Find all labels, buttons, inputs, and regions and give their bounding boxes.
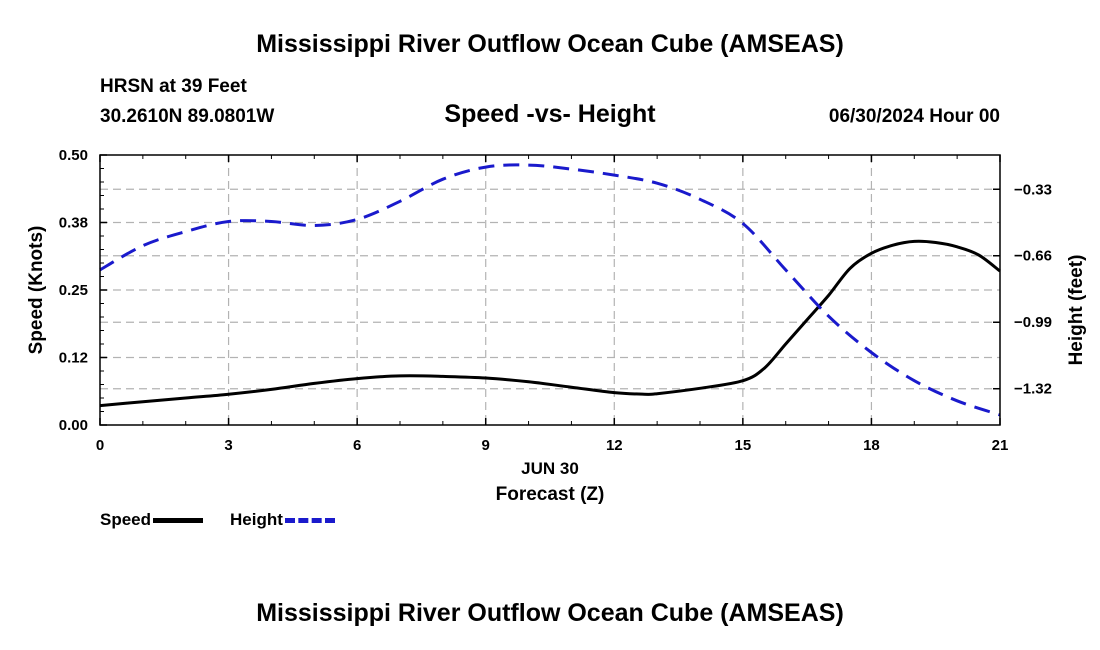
coordinates-label: 30.2610N 89.0801W	[100, 106, 275, 127]
y-axis-label: Speed (Knots)	[26, 226, 47, 355]
x-tick-label: 6	[353, 437, 361, 454]
y-tick-label: 0.25	[59, 282, 88, 299]
series-layer	[99, 163, 1001, 417]
station-label: HRSN at 39 Feet	[100, 76, 247, 97]
y2-tick-label: −0.66	[1014, 248, 1052, 265]
chart-title: Mississippi River Outflow Ocean Cube (AM…	[256, 30, 844, 58]
footer-title: Mississippi River Outflow Ocean Cube (AM…	[256, 599, 844, 627]
grid-lines	[100, 155, 1000, 425]
x-tick-label: 9	[482, 437, 490, 454]
y-tick-label: 0.00	[59, 417, 88, 434]
x-tick-label: 0	[96, 437, 104, 454]
y-tick-label: 0.12	[59, 350, 88, 367]
x-tick-label: 15	[735, 437, 752, 454]
legend-speed-label: Speed	[100, 510, 152, 529]
legend-height-label: Height	[230, 510, 283, 529]
legend-speed-swatch	[153, 517, 204, 523]
x-tick-label: 12	[606, 437, 623, 454]
y2-tick-label: −0.99	[1014, 314, 1052, 331]
axis-ticks: 0 3 6 9 12 15 18 21 0.00 0.12 0.25 0.38 0.50 −0.33 −0.…	[59, 147, 1052, 454]
series-line-speed	[99, 239, 1001, 408]
legend-height-swatch	[284, 517, 335, 523]
legend-speed: Speed	[100, 510, 204, 530]
y2-tick-label: −0.33	[1014, 181, 1052, 198]
y2-axis-label: Height (feet)	[1066, 255, 1087, 366]
forecast-datetime: 06/30/2024 Hour 00	[828, 106, 1000, 127]
series-line-height	[99, 163, 1001, 417]
chart-subtitle: Speed -vs- Height	[444, 100, 656, 128]
x-date-label: JUN 30	[521, 459, 579, 478]
legend-height: Height	[230, 510, 335, 530]
y-tick-label: 0.38	[59, 215, 88, 232]
x-axis-label: Forecast (Z)	[496, 484, 605, 505]
x-tick-label: 18	[863, 437, 880, 454]
y-tick-label: 0.50	[59, 147, 88, 164]
x-tick-label: 3	[224, 437, 232, 454]
y2-tick-label: −1.32	[1014, 381, 1052, 398]
x-tick-label: 21	[992, 437, 1009, 454]
